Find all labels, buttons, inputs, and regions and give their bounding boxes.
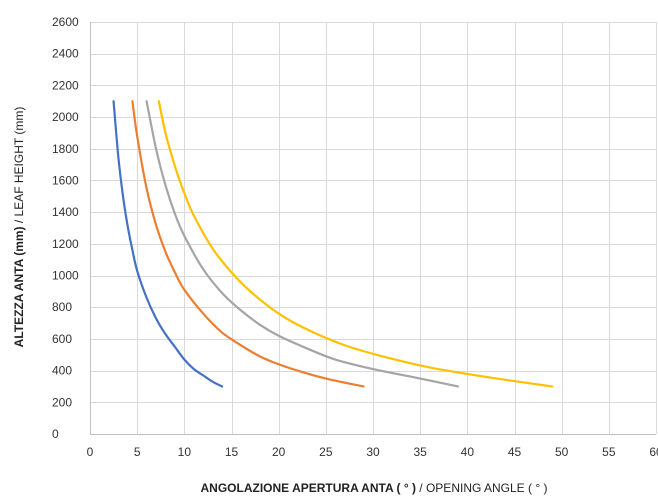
series-lines (112, 100, 554, 388)
y-tick-label: 200 (52, 395, 72, 409)
x-axis-title-secondary: / OPENING ANGLE ( ° ) (416, 481, 548, 495)
grid (90, 22, 657, 434)
series-line-1 (112, 100, 224, 388)
x-tick-label: 5 (134, 445, 141, 459)
x-tick-label: 45 (508, 445, 522, 459)
y-tick-label: 400 (52, 364, 72, 378)
x-tick-label: 20 (272, 445, 286, 459)
x-tick-label: 50 (555, 445, 569, 459)
x-axis-title-main: ANGOLAZIONE APERTURA ANTA ( ° ) (201, 481, 416, 495)
axes (90, 22, 656, 435)
x-tick-label: 10 (178, 445, 192, 459)
x-tick-label: 35 (413, 445, 427, 459)
y-axis-title: ALTEZZA ANTA (mm) / LEAF HEIGHT (mm) (12, 107, 26, 348)
series-line-2 (131, 100, 365, 388)
x-tick-label: 55 (602, 445, 616, 459)
series-line-4 (157, 100, 554, 388)
y-tick-label: 1600 (52, 173, 79, 187)
x-tick-label: 15 (225, 445, 239, 459)
x-tick-label: 25 (319, 445, 333, 459)
y-tick-label: 2000 (52, 110, 79, 124)
series-line-3 (145, 100, 459, 388)
x-tick-label: 0 (87, 445, 94, 459)
y-tick-label: 2600 (52, 15, 79, 29)
y-tick-label: 1800 (52, 142, 79, 156)
x-tick-label: 40 (461, 445, 475, 459)
y-tick-label: 600 (52, 332, 72, 346)
y-axis-title-main: ALTEZZA ANTA (mm) (12, 226, 26, 347)
y-tick-label: 0 (52, 427, 59, 441)
y-tick-label: 1200 (52, 237, 79, 251)
tick-labels: 0200400600800100012001400160018002000220… (52, 15, 658, 459)
y-tick-label: 1000 (52, 269, 79, 283)
y-axis-title-secondary: / LEAF HEIGHT (mm) (12, 107, 26, 227)
x-tick-label: 30 (366, 445, 380, 459)
y-tick-label: 2200 (52, 78, 79, 92)
y-tick-label: 800 (52, 300, 72, 314)
x-axis-title: ANGOLAZIONE APERTURA ANTA ( ° ) / OPENIN… (201, 481, 548, 495)
y-tick-label: 2400 (52, 47, 79, 61)
x-tick-label: 60 (649, 445, 658, 459)
y-tick-label: 1400 (52, 205, 79, 219)
